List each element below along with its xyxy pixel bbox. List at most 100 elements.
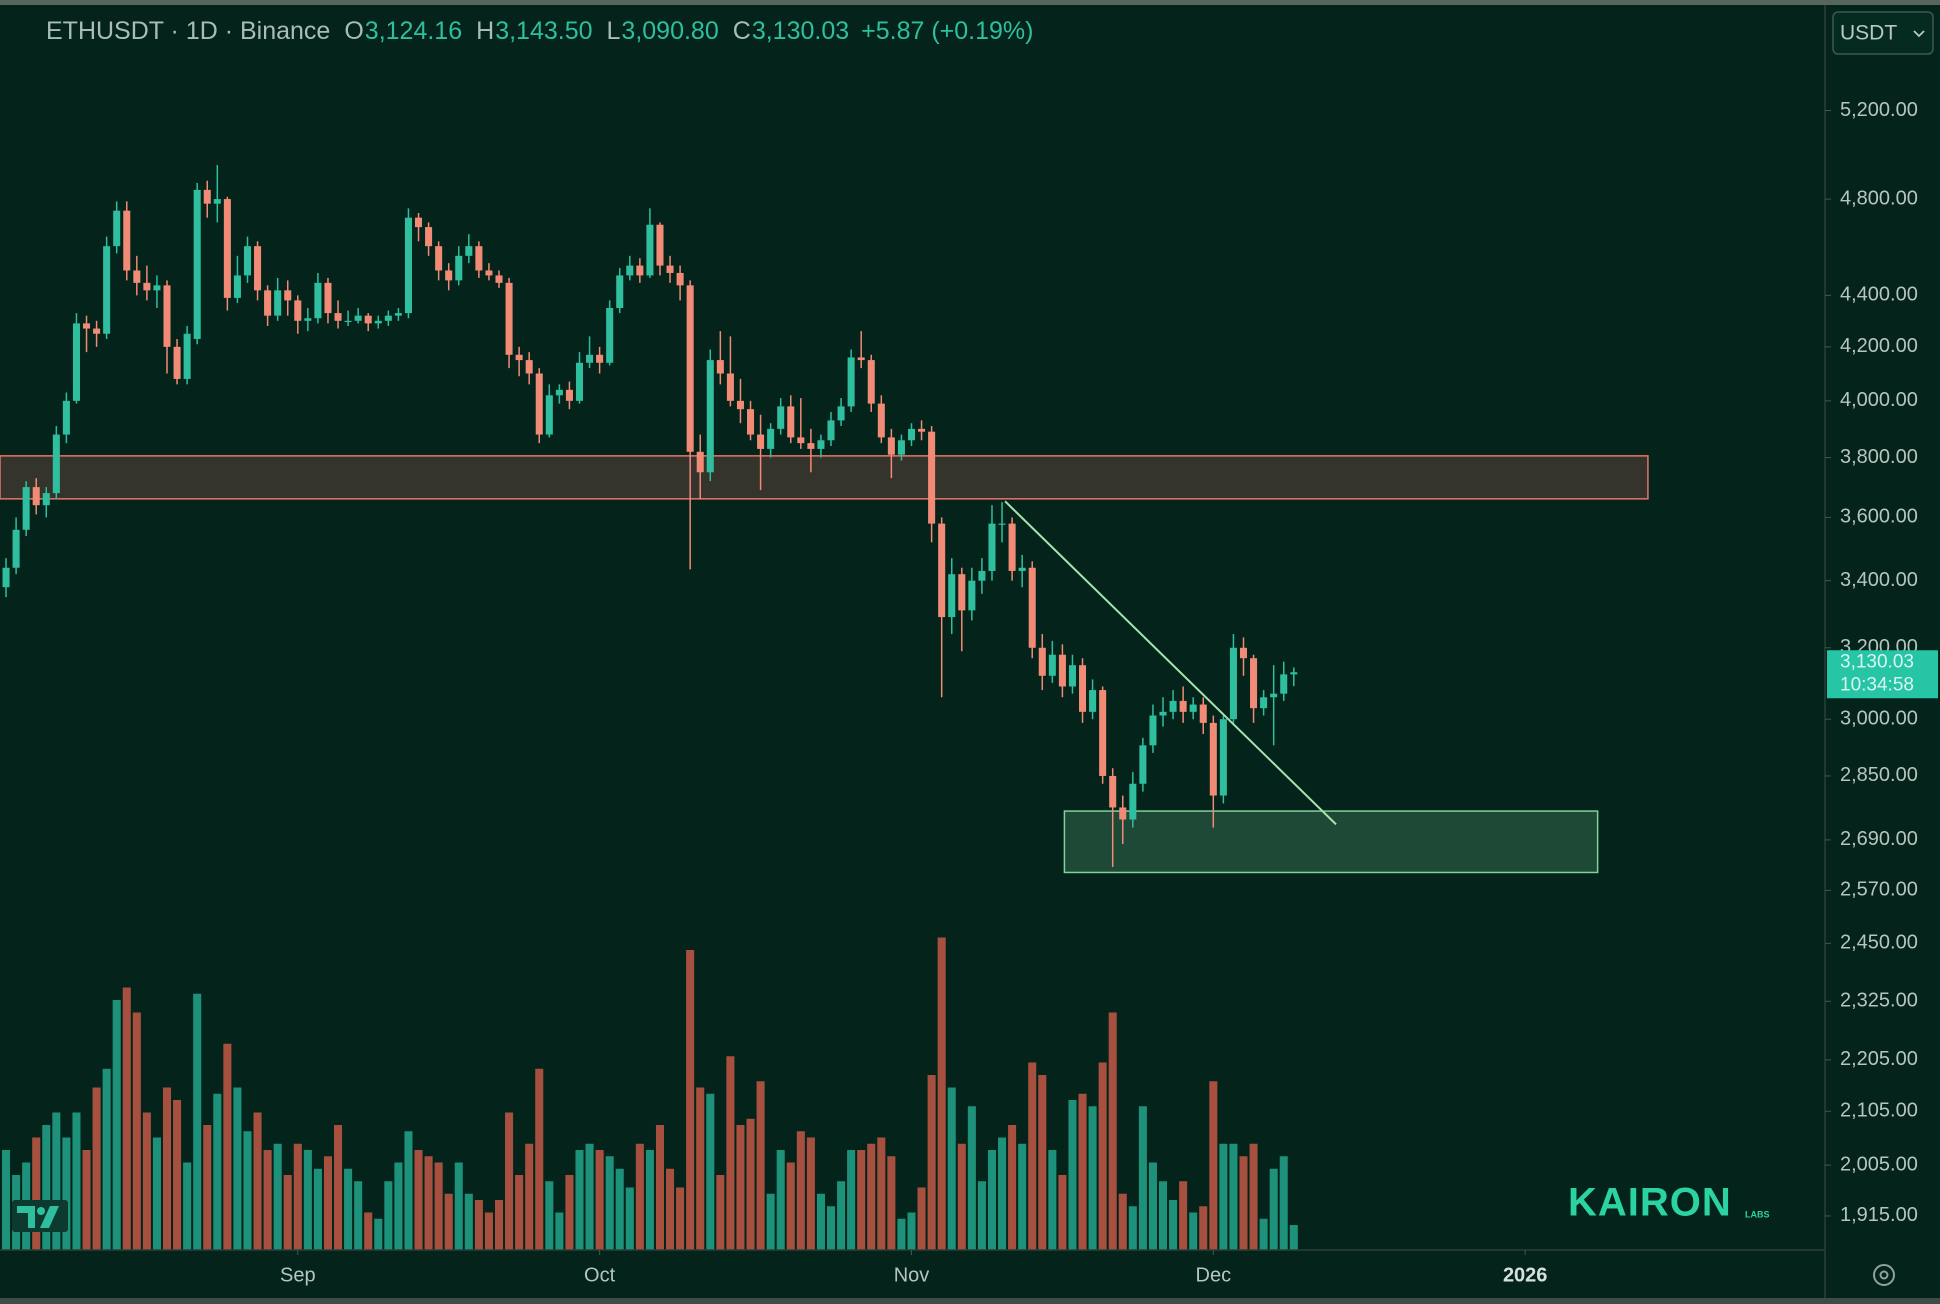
candle-body	[1239, 647, 1248, 659]
logo-dot	[37, 1207, 45, 1215]
volume-bar	[857, 1150, 866, 1250]
candle-body	[606, 308, 614, 363]
volume-bar	[1068, 1100, 1077, 1250]
y-tick-label: 2,450.00	[1840, 932, 1918, 954]
currency-button-frame[interactable]	[1832, 11, 1934, 55]
candle-body	[153, 285, 161, 291]
candle-body	[1079, 665, 1087, 712]
volume-bar	[897, 1218, 906, 1250]
candle-body	[83, 323, 91, 329]
volume-bar	[1269, 1168, 1278, 1250]
volume-bar	[666, 1168, 675, 1250]
candle-body	[344, 320, 352, 323]
candle-body	[1199, 704, 1207, 723]
plot-layer	[0, 165, 1649, 1250]
candle-body	[163, 285, 171, 347]
candle-body	[1209, 722, 1217, 796]
ohlc-key: C	[733, 17, 751, 45]
candle-body	[1290, 672, 1298, 675]
volume-bar	[625, 1187, 634, 1250]
volume-bar	[505, 1112, 514, 1250]
candle-body	[747, 409, 755, 435]
candle-body	[1280, 674, 1288, 694]
candle-body	[646, 224, 654, 276]
volume-bar	[303, 1150, 312, 1250]
candle-body	[173, 346, 181, 379]
price-change: +5.87 (+0.19%)	[861, 17, 1033, 45]
volume-bar	[1259, 1218, 1268, 1250]
candle-body	[42, 493, 50, 506]
candle-body	[1028, 567, 1036, 648]
candle-body	[686, 285, 694, 452]
volume-bar	[152, 1137, 161, 1250]
volume-bar	[806, 1137, 815, 1250]
trendline	[1004, 500, 1337, 826]
settings-gear-center[interactable]	[1879, 1270, 1889, 1280]
volume-bar	[334, 1125, 343, 1250]
candle-body	[455, 255, 463, 281]
candle-body	[918, 428, 926, 432]
countdown-label: 10:34:58	[1840, 674, 1914, 695]
volume-bar	[1028, 1062, 1037, 1250]
candle-body	[1189, 704, 1197, 712]
volume-bar	[887, 1156, 896, 1250]
ohlc-key: O	[344, 17, 363, 45]
volume-bar	[72, 1112, 81, 1250]
volume-bar	[1158, 1181, 1168, 1250]
candle-body	[897, 440, 905, 455]
volume-bar	[263, 1150, 272, 1250]
price-zone	[1063, 810, 1599, 874]
candle-body	[757, 434, 765, 449]
volume-bar	[706, 1093, 715, 1250]
candle-body	[968, 580, 976, 611]
dropdown-arrow[interactable]	[1913, 30, 1925, 38]
candle-body	[1018, 567, 1026, 571]
logo-plate	[12, 1200, 68, 1232]
settings-icon[interactable]	[1873, 1264, 1895, 1286]
volume-bar	[253, 1112, 262, 1250]
candle-body	[586, 354, 594, 363]
volume-bar	[484, 1212, 493, 1250]
settings-gear[interactable]	[1873, 1264, 1895, 1286]
ohlc-key: L	[607, 17, 621, 45]
candle-body	[284, 290, 292, 301]
currency-label[interactable]: USDT	[1840, 22, 1897, 45]
volume-bar	[464, 1193, 473, 1250]
candle-body	[213, 199, 221, 204]
x-tick-label: Oct	[584, 1264, 616, 1286]
y-tick-label: 4,200.00	[1840, 335, 1918, 357]
ohlc-value: 3,143.50	[495, 17, 592, 45]
volume-bar	[525, 1143, 534, 1250]
volume-bar	[786, 1162, 795, 1250]
candle-body	[1270, 693, 1278, 698]
volume-bar	[162, 1087, 172, 1250]
volume-bar	[595, 1150, 604, 1250]
candle-body	[133, 270, 141, 283]
candle-body	[374, 320, 382, 324]
volume-bar	[917, 1187, 926, 1250]
volume-bar	[424, 1156, 433, 1250]
candle-body	[525, 360, 533, 374]
last-price-box	[1827, 650, 1938, 699]
y-tick-label: 2,570.00	[1840, 879, 1918, 901]
candle-body	[1229, 647, 1237, 720]
volume-bar	[414, 1150, 423, 1250]
candle-body	[1048, 654, 1056, 676]
candle-body	[1149, 715, 1157, 746]
y-tick-label: 4,800.00	[1840, 187, 1918, 209]
volume-bar	[1229, 1143, 1238, 1250]
candle-body	[425, 227, 433, 247]
candle-body	[435, 246, 443, 271]
volume-bar	[1179, 1181, 1188, 1250]
currency-button[interactable]: USDT	[1832, 11, 1934, 55]
candle-body	[485, 270, 493, 276]
candle-body	[72, 323, 80, 401]
volume-bar	[957, 1143, 966, 1250]
watermark: KAIRON	[1568, 1181, 1732, 1225]
candle-body	[274, 290, 282, 316]
volume-bar	[1209, 1081, 1218, 1250]
volume-bar	[736, 1125, 745, 1250]
x-tick-label: 2026	[1503, 1264, 1548, 1286]
